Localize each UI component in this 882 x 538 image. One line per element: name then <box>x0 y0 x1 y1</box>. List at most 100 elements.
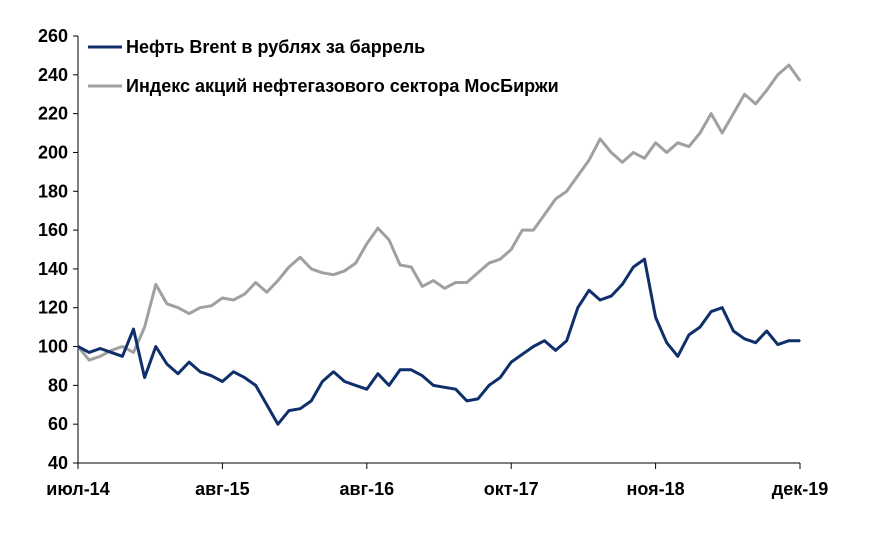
data-point <box>321 272 324 274</box>
data-point <box>454 281 457 284</box>
data-point <box>510 361 512 363</box>
data-point <box>266 404 268 406</box>
data-point <box>188 361 190 363</box>
data-point <box>721 132 723 134</box>
data-point <box>199 306 201 309</box>
data-point <box>466 281 468 284</box>
data-point <box>599 138 601 140</box>
data-point <box>621 161 624 163</box>
data-point <box>421 374 424 377</box>
data-point <box>454 388 457 391</box>
data-point <box>254 281 257 284</box>
data-point <box>166 363 168 365</box>
data-point <box>155 345 157 348</box>
data-point <box>399 264 401 266</box>
data-point <box>699 326 701 328</box>
data-point <box>299 407 302 410</box>
data-point <box>477 272 479 274</box>
data-point <box>221 297 224 299</box>
y-tick-label: 40 <box>48 453 68 473</box>
data-point <box>99 355 101 358</box>
x-tick-label: авг-16 <box>340 479 395 499</box>
data-point <box>254 384 257 387</box>
x-ticks: июл-14 авг-15 авг-16 окт-17 ноя-18 дек-19 <box>46 463 828 499</box>
data-point <box>565 339 568 342</box>
y-tick-label: 60 <box>48 414 68 434</box>
data-point <box>232 299 235 301</box>
data-point <box>499 376 501 379</box>
data-point <box>343 270 346 272</box>
data-point <box>432 279 435 282</box>
data-point <box>277 279 279 282</box>
data-point <box>354 262 357 264</box>
data-point <box>388 384 390 387</box>
data-point <box>243 376 246 379</box>
data-point <box>243 293 246 295</box>
data-point <box>210 305 213 307</box>
data-point <box>788 339 790 342</box>
y-tick-label: 220 <box>38 104 68 124</box>
data-point <box>665 151 668 154</box>
data-point <box>554 198 557 200</box>
data-point <box>543 213 546 216</box>
data-point <box>399 369 401 371</box>
y-tick-label: 80 <box>48 375 68 395</box>
data-point <box>466 400 468 402</box>
data-point <box>643 157 646 160</box>
data-point <box>199 371 201 373</box>
y-ticks: 40 60 80 100 120 140 160 180 200 220 240 260 <box>38 26 78 473</box>
data-point <box>677 355 679 358</box>
data-point <box>121 345 124 348</box>
data-point <box>310 400 313 402</box>
data-point <box>799 79 801 82</box>
data-point <box>410 266 413 268</box>
data-point <box>366 242 368 245</box>
series-line-brent-rub <box>77 257 800 426</box>
data-point <box>143 376 146 379</box>
data-point <box>488 384 490 387</box>
data-point <box>99 347 101 350</box>
data-point <box>588 289 590 292</box>
data-point <box>321 380 324 383</box>
data-point <box>88 359 90 361</box>
data-point <box>688 334 690 336</box>
data-point <box>510 248 512 251</box>
data-point <box>665 341 668 344</box>
data-point <box>132 351 135 354</box>
data-point <box>565 190 568 193</box>
data-point <box>121 355 124 358</box>
data-point <box>332 371 335 373</box>
legend: Нефть Brent в рублях за баррель Индекс а… <box>88 37 559 96</box>
x-tick-label: авг-15 <box>195 479 250 499</box>
data-point <box>577 306 579 309</box>
axes <box>77 36 800 464</box>
data-point <box>721 306 723 309</box>
data-point <box>477 398 479 400</box>
data-point <box>777 74 779 76</box>
data-point <box>710 310 712 313</box>
data-point <box>577 174 579 177</box>
data-point <box>310 268 313 270</box>
data-point <box>732 330 735 332</box>
data-point <box>299 256 302 259</box>
data-point <box>543 339 546 342</box>
data-point <box>654 316 657 319</box>
data-point <box>521 353 524 356</box>
data-point <box>732 112 735 115</box>
data-point <box>166 303 168 305</box>
y-tick-label: 260 <box>38 26 68 46</box>
data-point <box>77 345 79 348</box>
y-tick-label: 120 <box>38 298 68 318</box>
data-point <box>210 374 213 377</box>
data-point <box>177 372 179 375</box>
data-point <box>588 159 590 161</box>
data-point <box>354 384 357 387</box>
data-point <box>288 409 290 412</box>
data-point <box>554 349 557 352</box>
data-point <box>499 258 501 261</box>
data-point <box>188 312 190 315</box>
data-point <box>110 351 113 354</box>
y-tick-label: 160 <box>38 220 68 240</box>
legend-label-moex-oil-gas: Индекс акций нефтегазового сектора МосБи… <box>126 76 559 96</box>
